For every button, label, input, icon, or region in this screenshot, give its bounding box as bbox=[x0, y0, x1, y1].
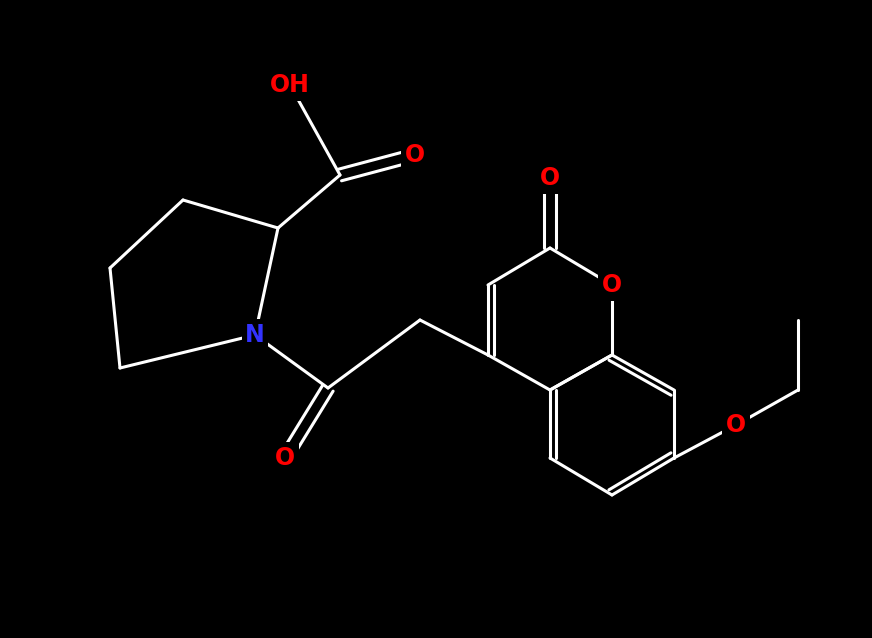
Text: O: O bbox=[602, 273, 622, 297]
Text: OH: OH bbox=[270, 73, 310, 97]
Text: O: O bbox=[540, 166, 560, 190]
Text: O: O bbox=[726, 413, 746, 437]
Text: N: N bbox=[245, 323, 265, 347]
Text: O: O bbox=[405, 143, 425, 167]
Text: O: O bbox=[275, 446, 295, 470]
